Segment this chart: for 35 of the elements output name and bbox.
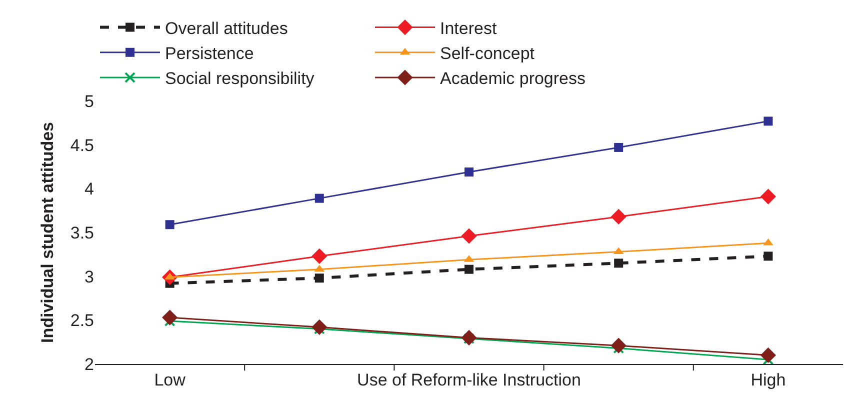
y-tick-label: 5 xyxy=(84,92,94,111)
y-tick-label: 2 xyxy=(84,354,94,374)
point xyxy=(461,330,477,346)
point xyxy=(464,168,474,177)
legend-label: Social responsibility xyxy=(165,69,315,88)
point xyxy=(461,228,477,244)
point xyxy=(610,338,626,354)
point xyxy=(760,188,776,204)
point xyxy=(165,220,174,230)
x-tick-label: Low xyxy=(154,370,186,390)
point xyxy=(314,274,324,283)
legend-label: Interest xyxy=(440,18,497,38)
point xyxy=(764,252,773,261)
point xyxy=(760,347,776,364)
y-tick-label: 4 xyxy=(84,180,94,199)
legend-label: Self-concept xyxy=(440,44,535,64)
y-axis-title: Individual student attitudes xyxy=(38,122,57,344)
point xyxy=(764,116,773,126)
x-tick-label: High xyxy=(750,370,786,390)
point xyxy=(312,248,328,264)
point xyxy=(162,310,178,326)
point xyxy=(464,264,474,274)
point xyxy=(314,194,324,203)
point xyxy=(614,258,624,268)
y-tick-label: 3 xyxy=(84,267,94,286)
point xyxy=(614,142,624,152)
y-tick-label: 2.5 xyxy=(70,311,94,330)
x-tick-label: Use of Reform-like Instruction xyxy=(357,370,581,390)
point xyxy=(312,319,328,335)
legend-label: Academic progress xyxy=(440,69,586,88)
legend-label: Overall attitudes xyxy=(165,18,288,38)
y-tick-label: 3.5 xyxy=(70,223,94,242)
y-tick-label: 4.5 xyxy=(70,136,94,155)
legend-label: Persistence xyxy=(165,44,254,64)
point xyxy=(610,208,626,225)
